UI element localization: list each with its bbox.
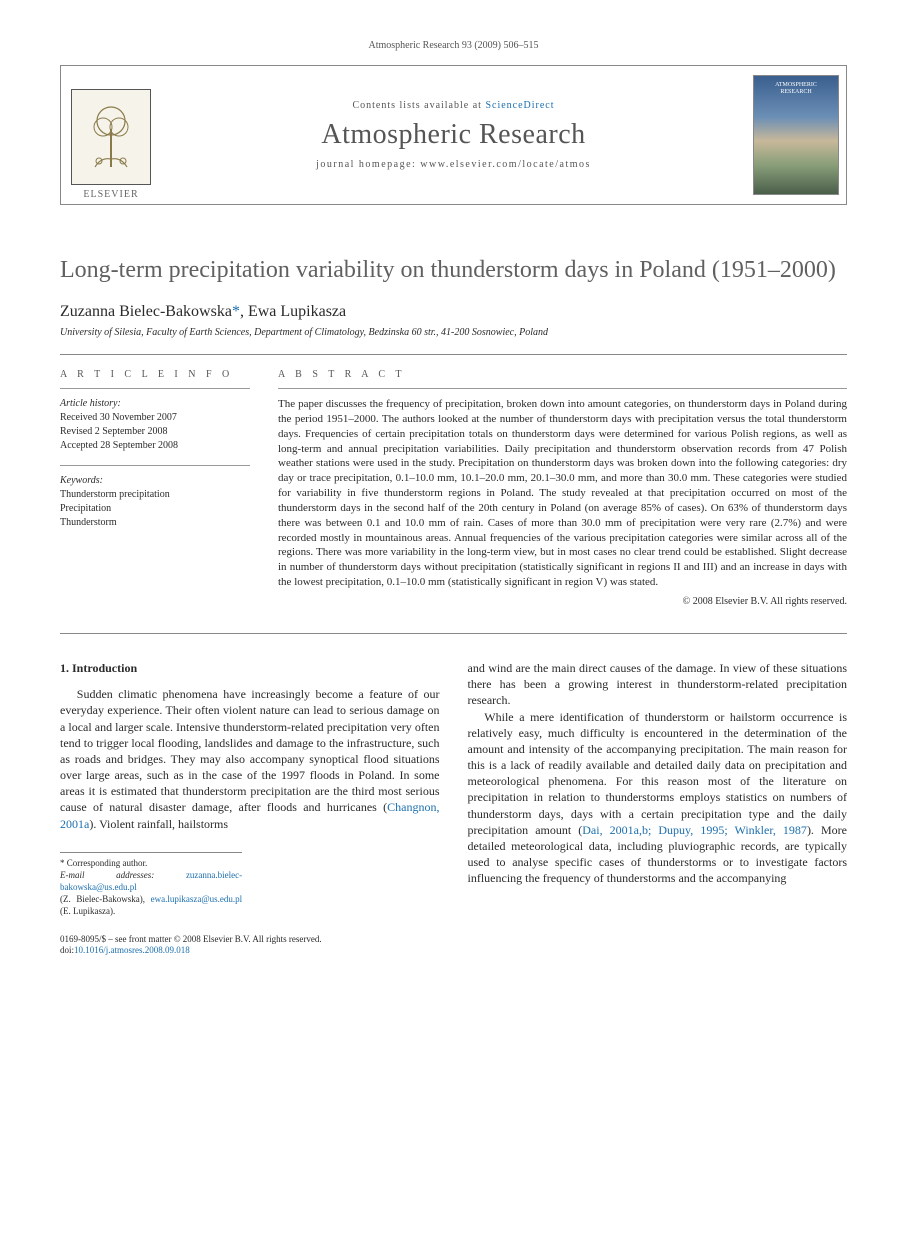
- email-label: E-mail addresses:: [60, 870, 186, 880]
- masthead-center: Contents lists available at ScienceDirec…: [161, 66, 746, 204]
- email-line: E-mail addresses: zuzanna.bielec-bakowsk…: [60, 869, 242, 893]
- citation-dai-dupuy-winkler[interactable]: Dai, 2001a,b; Dupuy, 1995; Winkler, 1987: [582, 823, 807, 837]
- corresponding-author-note: * Corresponding author.: [60, 857, 242, 869]
- keywords-block: Keywords: Thunderstorm precipitation Pre…: [60, 474, 250, 530]
- email-2-owner: (E. Lupikasza).: [60, 906, 115, 916]
- email-1-owner: (Z. Bielec-Bakowska),: [60, 894, 151, 904]
- doi-label: doi:: [60, 945, 74, 955]
- corresponding-author-link[interactable]: *: [232, 303, 240, 320]
- keyword-2: Precipitation: [60, 502, 250, 516]
- body-column-right: and wind are the main direct causes of t…: [468, 660, 848, 918]
- journal-homepage-line: journal homepage: www.elsevier.com/locat…: [316, 159, 591, 170]
- abstract-label: A B S T R A C T: [278, 369, 847, 380]
- intro-p3-a: While a mere identification of thunderst…: [468, 710, 848, 837]
- elsevier-tree-icon: [71, 89, 151, 185]
- abstract-column: A B S T R A C T The paper discusses the …: [278, 369, 847, 607]
- info-rule: [60, 388, 250, 389]
- intro-p1-a: Sudden climatic phenomena have increasin…: [60, 687, 440, 814]
- publisher-name: ELSEVIER: [83, 189, 138, 200]
- author-2: Ewa Lupikasza: [248, 303, 346, 320]
- affiliation: University of Silesia, Faculty of Earth …: [60, 327, 847, 338]
- history-label: Article history:: [60, 397, 250, 411]
- author-list: Zuzanna Bielec-Bakowska*, Ewa Lupikasza: [60, 303, 847, 321]
- doi-line: doi:10.1016/j.atmosres.2008.09.018: [60, 945, 847, 957]
- intro-paragraph-2: and wind are the main direct causes of t…: [468, 660, 848, 709]
- author-sep: ,: [240, 303, 248, 320]
- doi-link[interactable]: 10.1016/j.atmosres.2008.09.018: [74, 945, 190, 955]
- journal-cover-icon: ATMOSPHERIC RESEARCH: [753, 75, 839, 195]
- article-title: Long-term precipitation variability on t…: [60, 255, 847, 285]
- journal-name: Atmospheric Research: [321, 119, 585, 151]
- cover-label-bottom: RESEARCH: [780, 89, 811, 96]
- homepage-url[interactable]: www.elsevier.com/locate/atmos: [420, 159, 591, 170]
- email-owner-line: (Z. Bielec-Bakowska), ewa.lupikasza@us.e…: [60, 893, 242, 917]
- abstract-text: The paper discusses the frequency of pre…: [278, 397, 847, 590]
- intro-p1-b: ). Violent rainfall, hailstorms: [89, 817, 228, 831]
- article-info-label: A R T I C L E I N F O: [60, 369, 250, 380]
- journal-masthead: ELSEVIER Contents lists available at Sci…: [60, 65, 847, 205]
- footnotes-block: * Corresponding author. E-mail addresses…: [60, 852, 242, 918]
- info-abstract-row: A R T I C L E I N F O Article history: R…: [60, 369, 847, 607]
- section-heading-1: 1. Introduction: [60, 660, 440, 676]
- running-head: Atmospheric Research 93 (2009) 506–515: [60, 40, 847, 51]
- abstract-copyright: © 2008 Elsevier B.V. All rights reserved…: [278, 596, 847, 607]
- history-accepted: Accepted 28 September 2008: [60, 439, 250, 453]
- info-rule-2: [60, 465, 250, 466]
- divider-rule: [60, 354, 847, 355]
- email-2-link[interactable]: ewa.lupikasza@us.edu.pl: [151, 894, 243, 904]
- publisher-logo-block: ELSEVIER: [61, 66, 161, 204]
- history-revised: Revised 2 September 2008: [60, 425, 250, 439]
- full-width-rule: [60, 633, 847, 634]
- history-received: Received 30 November 2007: [60, 411, 250, 425]
- keyword-3: Thunderstorm: [60, 516, 250, 530]
- body-two-columns: 1. Introduction Sudden climatic phenomen…: [60, 660, 847, 918]
- issn-copyright-line: 0169-8095/$ – see front matter © 2008 El…: [60, 934, 847, 946]
- keyword-1: Thunderstorm precipitation: [60, 488, 250, 502]
- article-history-block: Article history: Received 30 November 20…: [60, 397, 250, 453]
- bottom-meta: 0169-8095/$ – see front matter © 2008 El…: [60, 934, 847, 957]
- article-info-column: A R T I C L E I N F O Article history: R…: [60, 369, 250, 607]
- author-1: Zuzanna Bielec-Bakowska: [60, 303, 232, 320]
- abstract-rule: [278, 388, 847, 389]
- sciencedirect-link[interactable]: ScienceDirect: [485, 100, 554, 111]
- intro-paragraph-3: While a mere identification of thunderst…: [468, 709, 848, 887]
- keywords-label: Keywords:: [60, 474, 250, 488]
- intro-paragraph-1: Sudden climatic phenomena have increasin…: [60, 686, 440, 832]
- body-column-left: 1. Introduction Sudden climatic phenomen…: [60, 660, 440, 918]
- cover-label-top: ATMOSPHERIC: [775, 82, 817, 89]
- journal-cover-block: ATMOSPHERIC RESEARCH: [746, 66, 846, 204]
- homepage-prefix: journal homepage:: [316, 159, 420, 170]
- contents-available-line: Contents lists available at ScienceDirec…: [352, 100, 554, 111]
- contents-prefix: Contents lists available at: [352, 100, 485, 111]
